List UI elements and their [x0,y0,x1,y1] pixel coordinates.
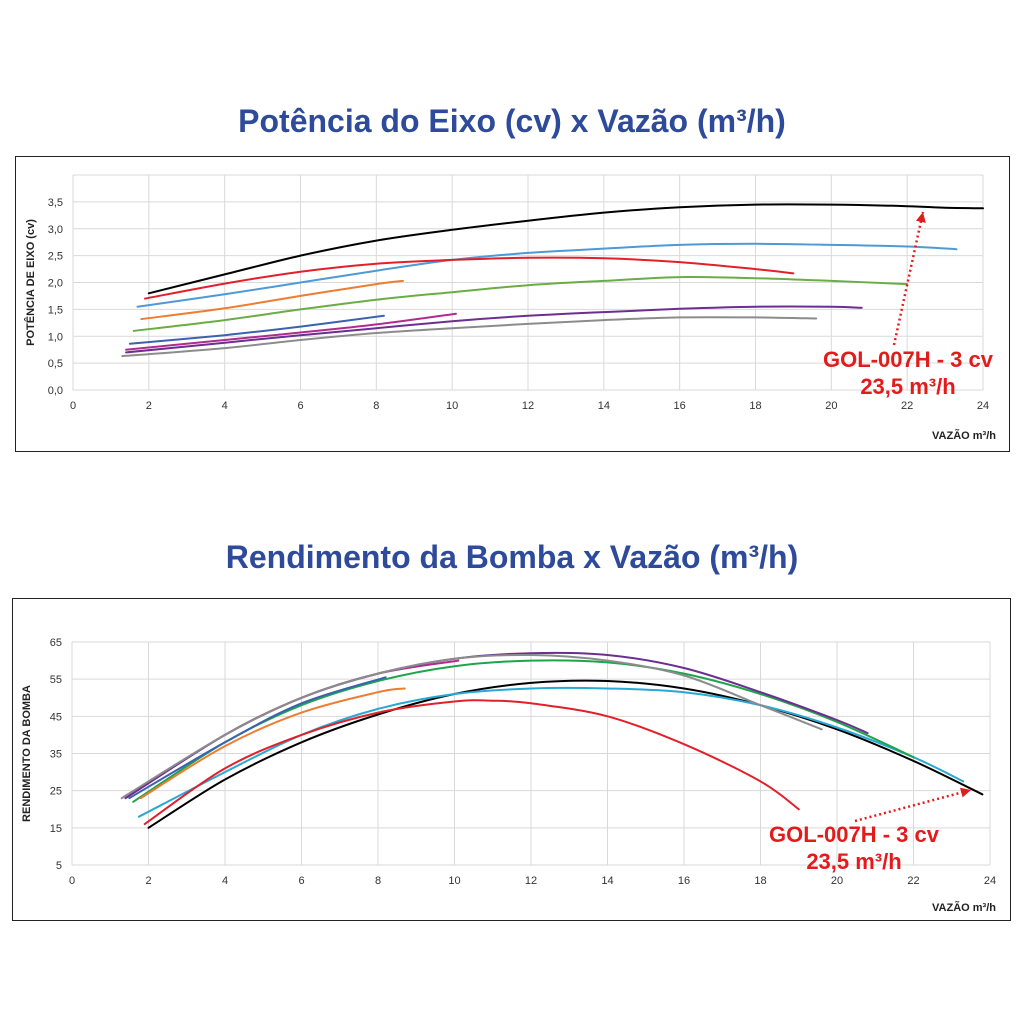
series-line-7 [124,659,460,800]
x-tick-label: 6 [298,875,304,887]
chart-power-vs-flow: 0 2 4 6 8 10 12 14 16 18 20 22 24 0,0 0,5 1,0 1,5 2,0 2,5 3… [15,156,1010,452]
chart-plot-power: 0 2 4 6 8 10 12 14 16 18 20 22 240,00,51,01,52,02,53… [24,174,996,442]
x-tick-label: 16 [674,400,686,412]
chart-title-power: Potência do Eixo (cv) x Vazão (m³/h) [238,103,786,139]
x-tick-label: 2 [146,400,152,412]
series-line-5 [140,279,404,321]
x-tick-label: 0 [69,875,75,887]
y-tick-label: 25 [50,786,62,798]
series-line-6 [128,676,387,800]
series-line-7 [125,312,457,351]
x-tick-label: 18 [749,400,761,412]
x-tick-label: 8 [373,400,379,412]
x-tick-label: 16 [678,875,690,887]
y-tick-label: 3,0 [48,224,63,236]
series-line-9 [120,653,823,800]
x-tick-label: 2 [145,875,151,887]
series-line-2 [136,242,958,308]
y-tick-label: 65 [50,637,62,649]
chart-plot-efficiency: 0 2 4 6 8 10 12 14 16 18 20 22 245152535455565VAZÃO … [21,637,996,914]
x-tick-label: 20 [831,875,843,887]
series-line-5 [139,687,406,800]
y-tick-label: 15 [50,823,62,835]
annotation-flow-label: 23,5 m³/h [860,374,955,399]
x-tick-label: 12 [522,400,534,412]
y-axis-title: POTÊNCIA DE EIXO (cv) [24,219,37,346]
series-line-1 [147,679,984,829]
x-tick-label: 10 [446,400,458,412]
x-axis-title: VAZÃO m³/h [932,429,996,442]
y-tick-label: 0,0 [48,385,63,397]
y-tick-label: 1,0 [48,331,63,343]
x-tick-label: 18 [754,875,766,887]
series-line-1 [147,203,984,295]
x-tick-label: 24 [977,400,989,412]
y-tick-label: 0,5 [48,358,63,370]
x-tick-label: 6 [297,400,303,412]
annotation-arrow-line [892,211,925,346]
x-tick-label: 4 [222,400,228,412]
x-tick-label: 24 [984,875,996,887]
x-tick-label: 22 [901,400,913,412]
series-line-4 [132,276,909,332]
y-tick-label: 35 [50,749,62,761]
x-tick-label: 0 [70,400,76,412]
annotation-model-label: GOL-007H - 3 cv [769,822,940,847]
x-axis-title: VAZÃO m³/h [932,901,996,914]
series-line-2 [137,686,965,818]
series-line-8 [125,305,863,354]
annotation-model-label: GOL-007H - 3 cv [823,347,994,372]
x-tick-label: 20 [825,400,837,412]
y-tick-label: 3,5 [48,197,63,209]
x-tick-label: 22 [907,875,919,887]
x-tick-label: 14 [601,875,613,887]
series-line-3 [144,256,795,300]
x-tick-label: 12 [525,875,537,887]
x-tick-label: 4 [222,875,228,887]
series-line-4 [132,659,915,803]
y-tick-label: 1,5 [48,304,63,316]
y-tick-label: 45 [50,711,62,723]
chart-title-efficiency: Rendimento da Bomba x Vazão (m³/h) [225,539,799,575]
series-line-3 [143,699,800,826]
chart-efficiency-vs-flow: 0 2 4 6 8 10 12 14 16 18 20 22 24 5 15 25 35 45 55 65 VAZÃO … [12,598,1011,921]
y-tick-label: 5 [56,860,62,872]
y-tick-label: 2,5 [48,251,63,263]
annotation-flow-label: 23,5 m³/h [806,849,901,874]
series-line-8 [124,651,869,800]
series-line-6 [128,314,385,345]
y-axis-title: RENDIMENTO DA BOMBA [21,685,33,822]
x-tick-label: 14 [598,400,610,412]
y-tick-label: 2,0 [48,278,63,290]
series-line-9 [121,316,818,358]
annotation-arrowhead [960,787,971,798]
x-tick-label: 8 [375,875,381,887]
annotation-arrow-line [854,788,972,823]
x-tick-label: 10 [448,875,460,887]
annotation-arrowhead [915,212,926,223]
y-tick-label: 55 [50,674,62,686]
